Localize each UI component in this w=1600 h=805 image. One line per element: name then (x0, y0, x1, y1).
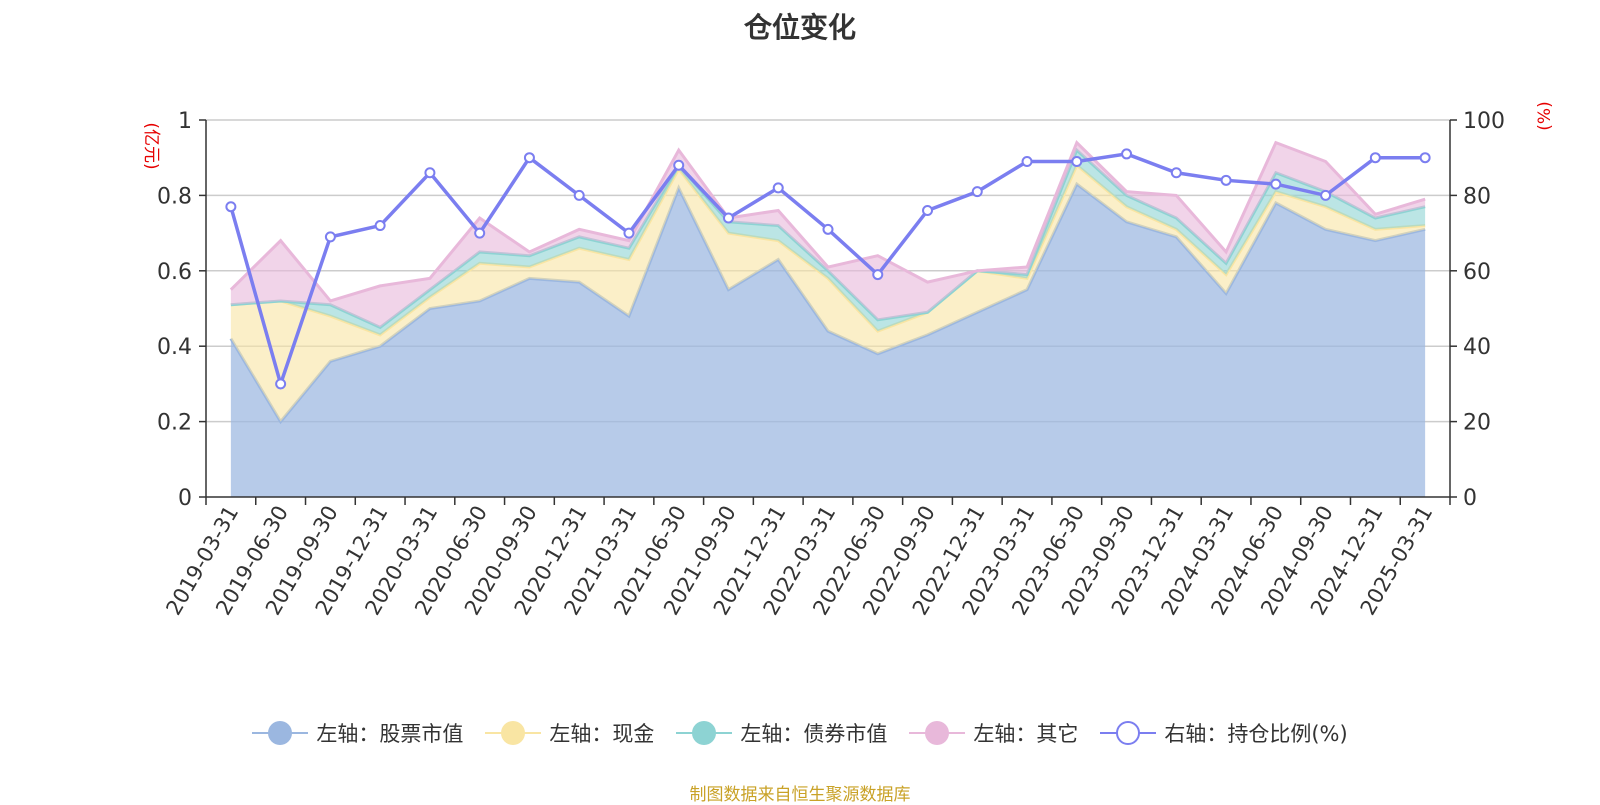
ratio-point (673, 159, 685, 171)
ratio-point (474, 227, 486, 239)
ratio-point (324, 231, 336, 243)
legend-label: 左轴：其它 (973, 722, 1079, 746)
ratio-point (1419, 152, 1431, 164)
ratio-point (523, 152, 535, 164)
legend-bond-icon (676, 718, 733, 748)
area-line-series-3 (229, 139, 1426, 303)
ratio-point (1369, 152, 1381, 164)
ratio-point (1170, 167, 1182, 179)
chart-legend: 左轴：股票市值 左轴：现金 左轴：债券市值 左轴：其它 右轴：持仓比例(%) (0, 718, 1600, 748)
legend-item-other[interactable]: 左轴：其它 (909, 718, 1078, 748)
ratio-point (772, 182, 784, 194)
area-series-3 (230, 142, 1426, 328)
ratio-point (573, 189, 585, 201)
legend-stock-icon (252, 718, 309, 748)
legend-ratio-icon (1100, 718, 1157, 748)
ratio-point (1121, 148, 1133, 160)
left-tick-label: 0.2 (157, 411, 192, 436)
right-tick-label: 100 (1463, 109, 1505, 134)
ratio-point (822, 223, 834, 235)
data-source-note: 制图数据来自恒生聚源数据库 (689, 785, 911, 805)
right-tick-label: 80 (1463, 184, 1491, 209)
right-tick-label: 60 (1463, 260, 1491, 285)
ratio-point (872, 269, 884, 281)
right-tick-label: 40 (1463, 335, 1491, 360)
legend-label: 左轴：债券市值 (740, 722, 888, 746)
ratio-point (1270, 178, 1282, 190)
legend-label: 右轴：持仓比例(%) (1164, 722, 1348, 746)
area-series-0 (230, 184, 1426, 497)
left-tick-label: 0.8 (157, 184, 192, 209)
left-tick-label: 0 (178, 486, 192, 511)
ratio-point (1021, 155, 1033, 167)
ratio-point (225, 201, 237, 213)
legend-other-icon (909, 718, 966, 748)
legend-item-stock[interactable]: 左轴：股票市值 (252, 718, 463, 748)
legend-label: 左轴：现金 (549, 722, 655, 746)
right-tick-label: 20 (1463, 411, 1491, 436)
legend-label: 左轴：股票市值 (316, 722, 464, 746)
area-series-1 (230, 165, 1426, 422)
ratio-point (623, 227, 635, 239)
right-tick-label: 0 (1463, 486, 1477, 511)
ratio-point (1320, 189, 1332, 201)
left-tick-label: 0.6 (157, 260, 192, 285)
ratio-point (424, 167, 436, 179)
legend-item-cash[interactable]: 左轴：现金 (485, 718, 654, 748)
ratio-point (374, 220, 386, 232)
ratio-point (922, 204, 934, 216)
left-tick-label: 1 (178, 109, 192, 134)
legend-item-bond[interactable]: 左轴：债券市值 (676, 718, 887, 748)
legend-cash-icon (485, 718, 542, 748)
right-axis-label: (%) (1535, 101, 1555, 130)
ratio-point (971, 186, 983, 198)
left-axis-label: (亿元) (141, 122, 161, 169)
left-tick-label: 0.4 (157, 335, 192, 360)
ratio-point (275, 378, 287, 390)
ratio-point (1220, 174, 1232, 186)
legend-item-ratio[interactable]: 右轴：持仓比例(%) (1100, 718, 1348, 748)
chart-title: 仓位变化 (743, 11, 856, 44)
ratio-point (722, 212, 734, 224)
ratio-point (1071, 155, 1083, 167)
